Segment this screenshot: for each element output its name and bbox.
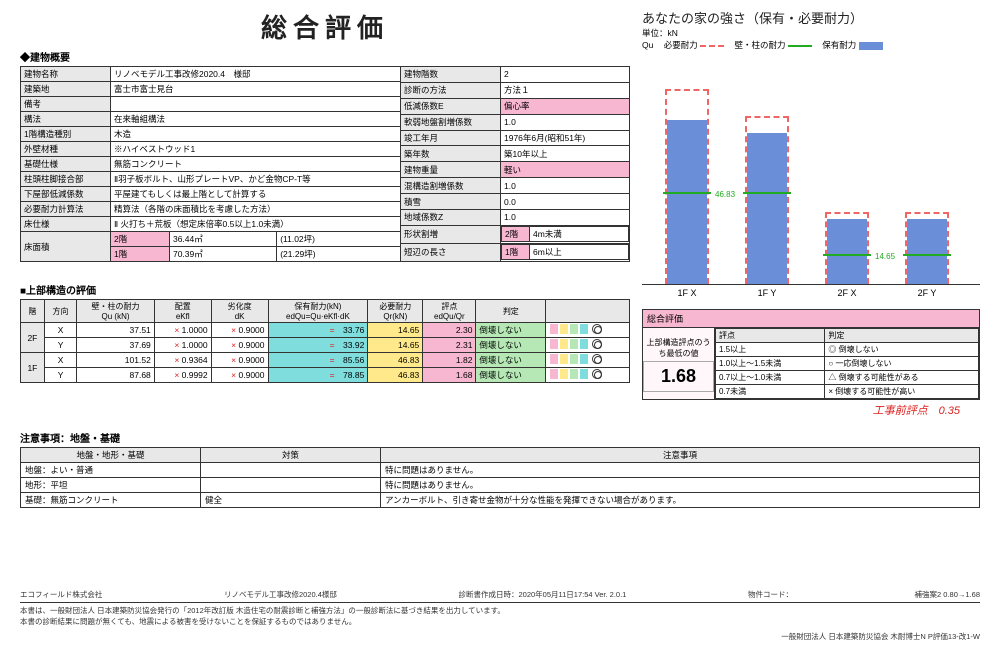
chart-title: あなたの家の強さ（保有・必要耐力）: [642, 8, 980, 27]
overview-table-left: 建物名称リノベモデル工事改修2020.4 様邸建築地富士市富士見台備考構法在来軸…: [20, 66, 401, 262]
section-overview-label: ◆建物概要: [20, 49, 630, 64]
evaluation-table: 階方向壁・柱の耐力 Qu (kN)配置 eKfl劣化度 dK保有耐力(kN) e…: [20, 299, 630, 383]
overview-table-right: 建物階数2診断の方法方法１低減係数E偏心率軟弱地盤割増係数1.0竣工年月1976…: [400, 66, 630, 262]
strength-bar-chart: 46.831F X1F Y14.652F X2F Y: [642, 55, 980, 285]
notes-table: 地盤・地形・基礎対策注意事項 地盤：よい・普通特に問題はありません。地形：平坦特…: [20, 447, 980, 508]
summary-box: 総合評価 上部構造評点のうち最低の値 1.68 評点判定 1.5以上◎ 倒壊しな…: [642, 309, 980, 400]
handwritten-note: 工事前評点 0.35: [642, 402, 980, 418]
page-title: 総合評価: [20, 8, 630, 45]
footer: エコフィールド株式会社 リノベモデル工事改修2020.4様邸 診断書作成日時：2…: [20, 589, 980, 642]
section-notes-label: 注意事項：地盤・基礎: [20, 430, 980, 445]
chart-legend: 単位：kN Qu 必要耐力 壁・柱の耐力 保有耐力: [642, 27, 980, 51]
summary-score: 1.68: [643, 361, 714, 392]
section-upper-label: ■上部構造の評価: [20, 282, 630, 297]
